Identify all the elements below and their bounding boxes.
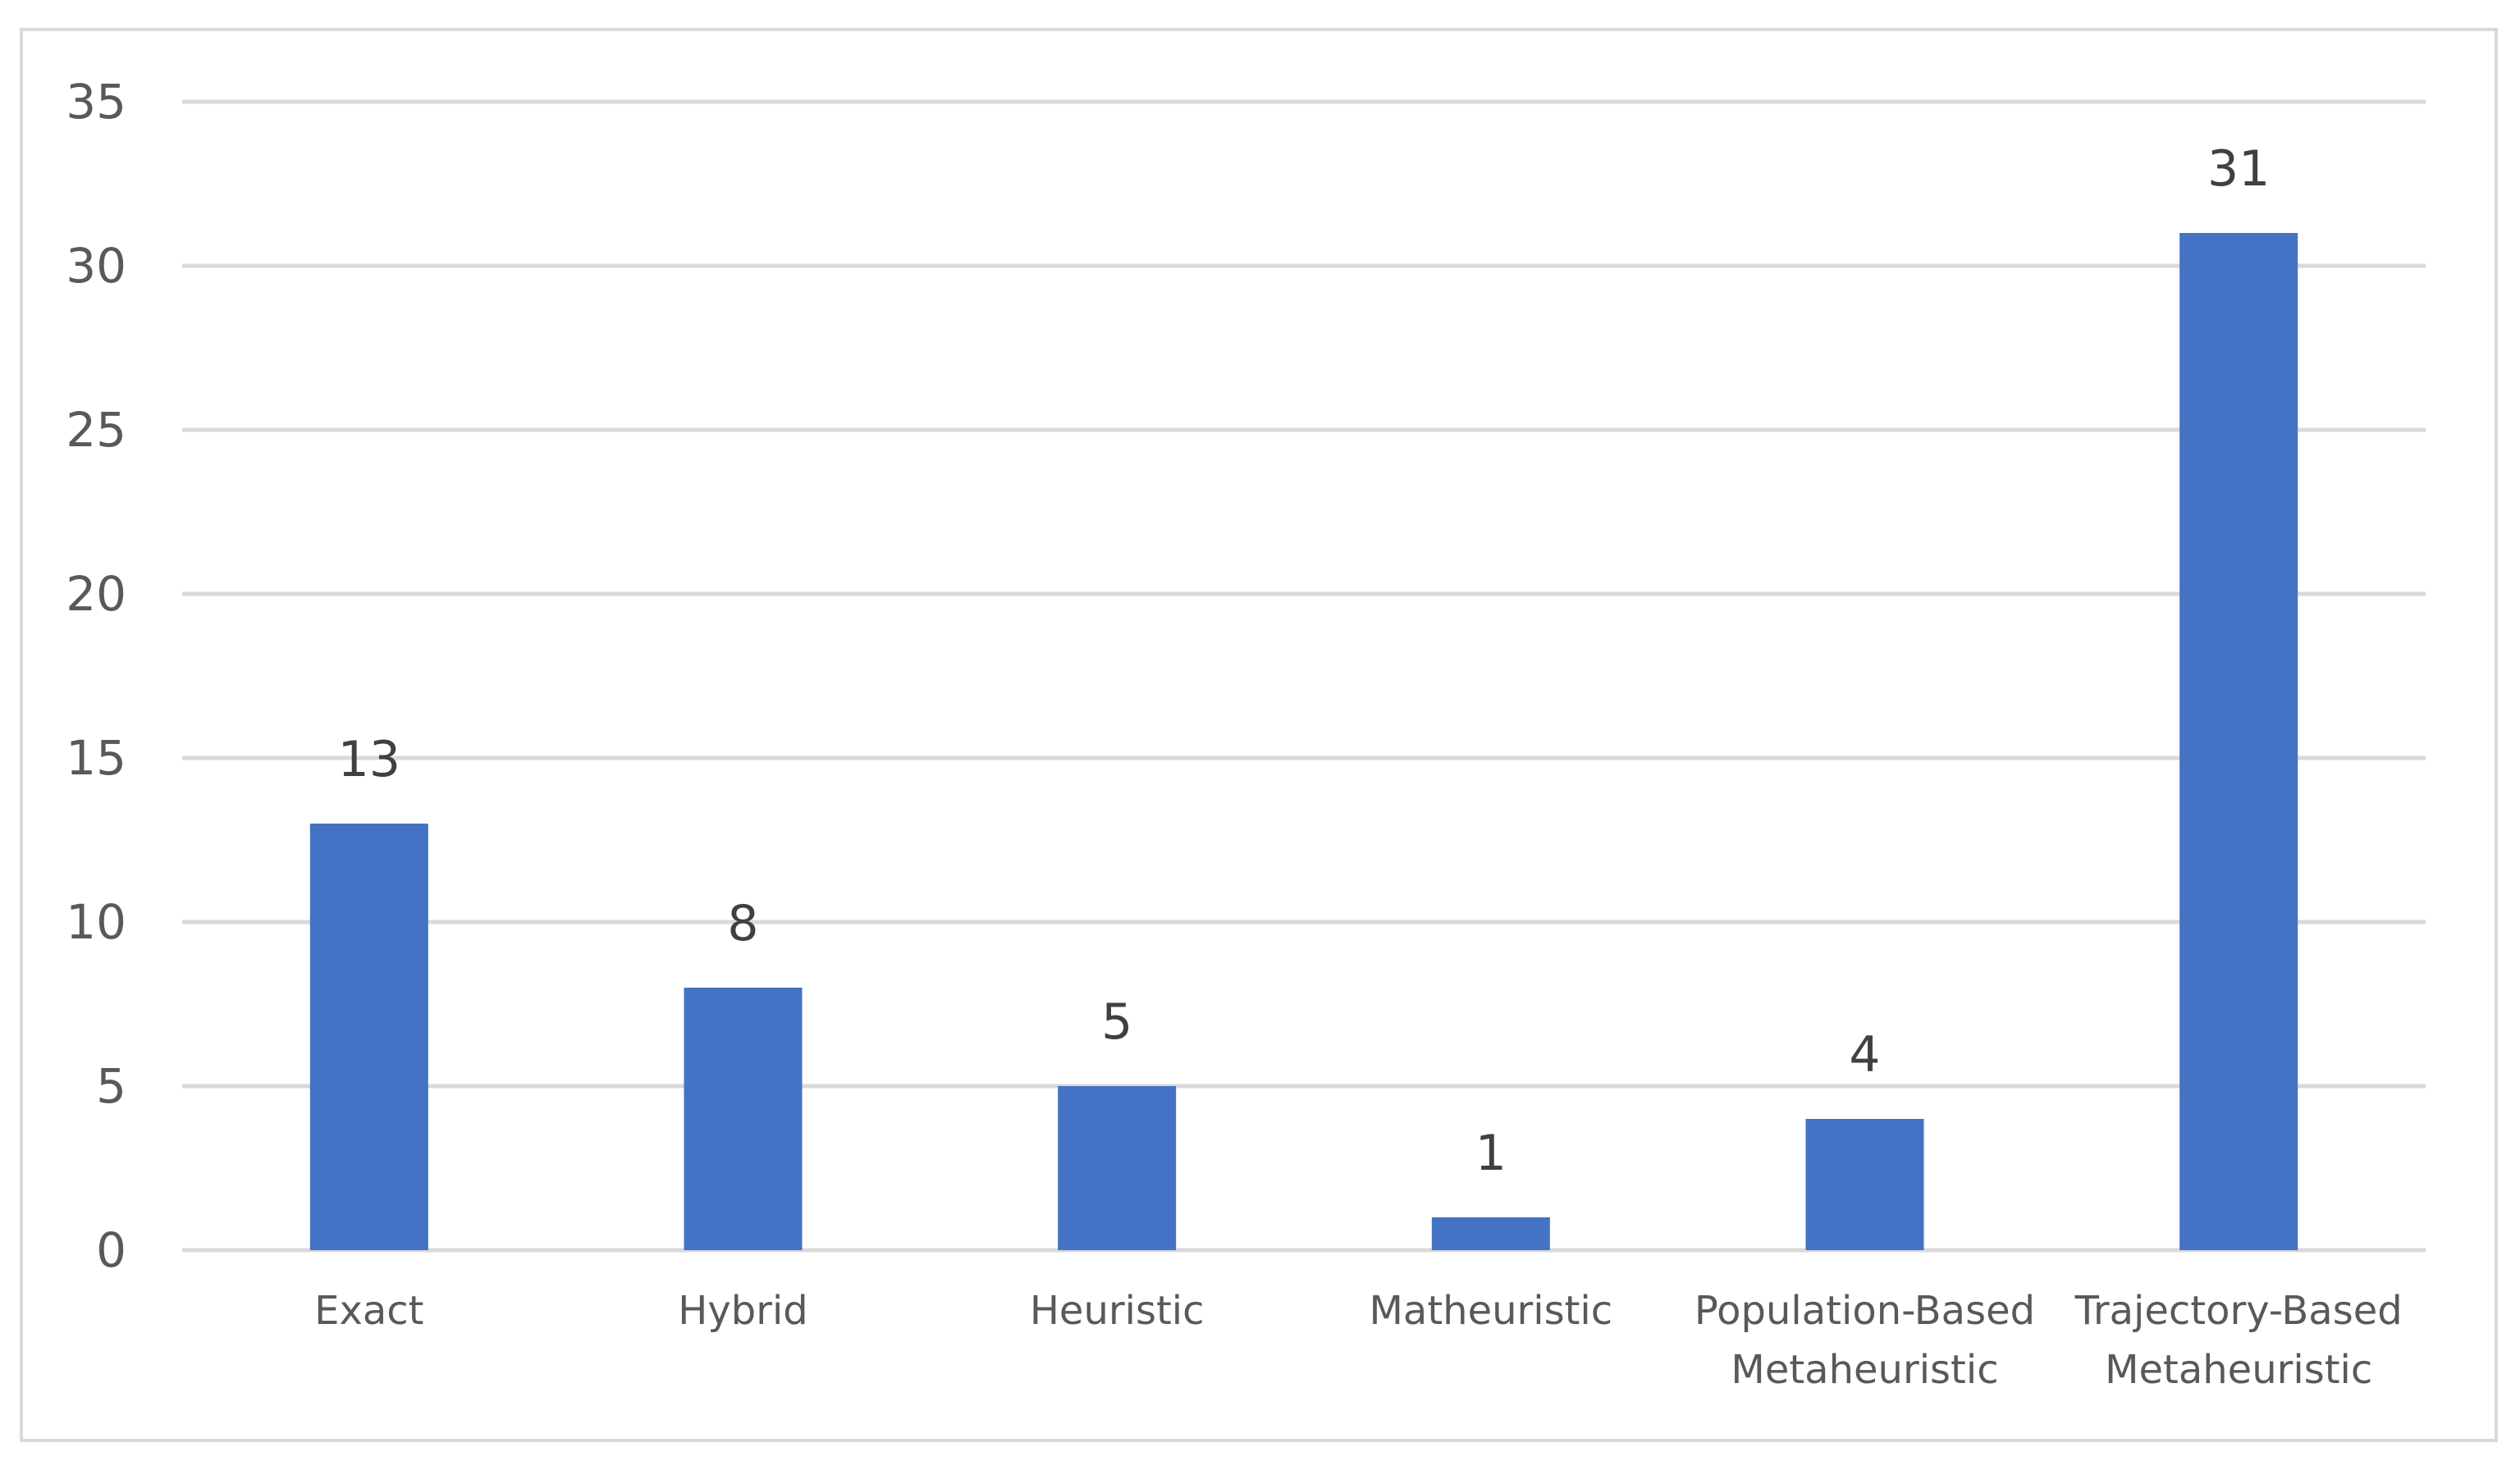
x-tick-label-line: Matheuristic (1370, 1288, 1613, 1334)
x-tick-label-5: Trajectory-Based Metaheuristic (2074, 1288, 2403, 1393)
x-tick-label-line: Exact (314, 1288, 423, 1334)
chart-frame (20, 28, 2498, 1442)
data-label-3: 1 (1475, 1125, 1507, 1182)
bar-2 (1058, 1086, 1177, 1250)
x-tick-label-4: Population-Based Metaheuristic (1694, 1288, 2035, 1393)
bars (309, 233, 2298, 1250)
y-tick-label-35: 35 (66, 74, 126, 130)
bar-1 (684, 988, 803, 1250)
x-tick-label-line: Trajectory-Based (2074, 1288, 2403, 1334)
y-tick-label-25: 25 (66, 402, 126, 458)
bar-0 (309, 824, 428, 1250)
bar-5 (2179, 233, 2298, 1250)
data-label-4: 4 (1849, 1026, 1880, 1084)
x-axis-tick-labels: Exact Hybrid Heuristic Matheuristic Populati… (314, 1288, 2403, 1393)
x-tick-label-line: Metaheuristic (2105, 1347, 2372, 1393)
data-label-5: 31 (2207, 140, 2270, 198)
bar-3 (1431, 1217, 1550, 1250)
x-tick-label-1: Hybrid (678, 1288, 808, 1334)
y-tick-label-30: 30 (66, 238, 126, 294)
y-tick-label-15: 15 (66, 730, 126, 786)
data-label-1: 8 (727, 895, 758, 952)
y-tick-label-5: 5 (96, 1058, 126, 1114)
y-tick-label-0: 0 (96, 1222, 126, 1278)
x-tick-label-line: Heuristic (1030, 1288, 1205, 1334)
data-label-0: 13 (338, 731, 400, 788)
data-labels: 13 8 5 1 4 31 (338, 140, 2271, 1182)
x-tick-label-3: Matheuristic (1370, 1288, 1613, 1334)
y-axis-tick-labels: 0 5 10 15 20 25 30 35 (66, 74, 126, 1278)
x-tick-label-0: Exact (314, 1288, 423, 1334)
x-tick-label-2: Heuristic (1030, 1288, 1205, 1334)
x-tick-label-line: Hybrid (678, 1288, 808, 1334)
grid-layer (182, 99, 2426, 1253)
y-tick-label-20: 20 (66, 566, 126, 622)
x-tick-label-line: Population-Based (1694, 1288, 2035, 1334)
bar-4 (1805, 1119, 1924, 1250)
y-tick-label-10: 10 (66, 894, 126, 950)
data-label-2: 5 (1101, 993, 1132, 1051)
x-tick-label-line: Metaheuristic (1731, 1347, 1998, 1393)
